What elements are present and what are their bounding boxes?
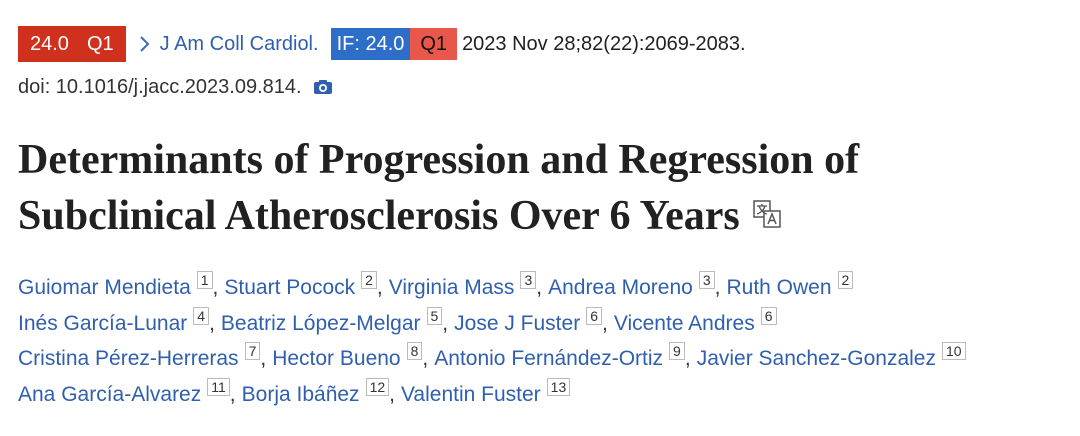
author-name[interactable]: Beatriz López-Melgar	[220, 311, 421, 335]
author-name[interactable]: Borja Ibáñez	[241, 382, 360, 406]
author: Hector Bueno 8	[272, 342, 434, 370]
author: Guiomar Mendieta 1	[18, 271, 224, 299]
author-name[interactable]: Guiomar Mendieta	[18, 276, 191, 299]
quartile: Q1	[86, 32, 114, 55]
author-name[interactable]: Virginia Mass	[388, 276, 515, 299]
if-badge: IF: 24.0	[330, 28, 411, 60]
author-line: Cristina Pérez-Herreras 7 Hector Bueno 8 Ant…	[18, 341, 966, 377]
author: Inés García-Lunar 4	[18, 306, 221, 335]
author-line: Ana García-Alvarez 11 Borja Ibáñez 12 Valent…	[18, 377, 966, 413]
author: Javier Sanchez-Gonzalez 10	[696, 342, 966, 370]
affiliation[interactable]: 3	[520, 271, 537, 289]
affiliation[interactable]: 2	[361, 271, 377, 289]
author-name[interactable]: Ana García-Alvarez	[18, 382, 202, 406]
author: Stuart Pocock 2	[224, 271, 389, 299]
author: Valentin Fuster 13	[400, 377, 571, 406]
affiliation[interactable]: 10	[941, 342, 966, 360]
translate-icon[interactable]	[752, 199, 784, 231]
author: Jose J Fuster 6	[454, 306, 614, 335]
article-title: Determinants of Progression and Regressi…	[18, 132, 859, 244]
author: Ruth Owen 2	[726, 271, 854, 299]
header-row: 24.0 Q1 J Am Coll Cardiol. IF: 24.0 Q1 2…	[18, 26, 746, 62]
affiliation[interactable]: 13	[546, 377, 571, 396]
author-name[interactable]: Valentin Fuster	[400, 382, 541, 406]
author: Ana García-Alvarez 11	[18, 377, 242, 406]
author-name[interactable]: Inés García-Lunar	[18, 311, 188, 335]
author-list: Guiomar Mendieta 1 Stuart Pocock 2 Virginia …	[18, 270, 966, 412]
affiliation[interactable]: 9	[669, 342, 685, 360]
author-name[interactable]: Ruth Owen	[726, 276, 832, 299]
citation: 2023 Nov 28;82(22):2069-2083.	[462, 32, 746, 55]
affiliation[interactable]: 5	[426, 306, 443, 325]
doi-row: doi: 10.1016/j.jacc.2023.09.814.	[18, 72, 334, 102]
doi: doi: 10.1016/j.jacc.2023.09.814.	[18, 75, 302, 98]
author-name[interactable]: Vicente Andres	[613, 311, 755, 335]
affiliation[interactable]: 6	[586, 306, 602, 325]
author-name[interactable]: Andrea Moreno	[548, 276, 693, 299]
author-line: Inés García-Lunar 4 Beatriz López-Melgar 5J…	[18, 306, 966, 342]
author: Virginia Mass 3	[388, 271, 548, 299]
author: Borja Ibáñez 12	[241, 377, 401, 406]
affiliation[interactable]: 3	[698, 271, 715, 289]
author: Vicente Andres 6	[613, 306, 777, 335]
affiliation[interactable]: 6	[760, 306, 777, 325]
impact: 24.0	[30, 32, 69, 55]
affiliation[interactable]: 12	[365, 377, 390, 396]
affiliation[interactable]: 11	[207, 377, 230, 396]
author-name[interactable]: Cristina Pérez-Herreras	[18, 347, 239, 370]
affiliation[interactable]: 7	[244, 342, 261, 360]
author-line: Guiomar Mendieta 1 Stuart Pocock 2 Virginia …	[18, 270, 966, 306]
author-name[interactable]: Hector Bueno	[272, 347, 401, 370]
author: Beatriz López-Melgar 5	[220, 306, 454, 335]
author-name[interactable]: Stuart Pocock	[224, 276, 356, 299]
affiliation[interactable]: 1	[196, 271, 213, 289]
affiliation[interactable]: 2	[837, 271, 854, 289]
affiliation[interactable]: 4	[193, 306, 210, 325]
author: Andrea Moreno 3	[548, 271, 726, 299]
journal-badge: 24.0 Q1	[18, 26, 126, 62]
if-quartile: Q1	[410, 28, 458, 60]
author: Antonio Fernández-Ortiz 9	[434, 342, 697, 370]
title-line: Determinants of Progression and Regressi…	[18, 137, 860, 183]
author: Cristina Pérez-Herreras 7	[18, 342, 272, 370]
author-name[interactable]: Javier Sanchez-Gonzalez	[696, 347, 936, 370]
journal-link[interactable]: J Am Coll Cardiol.	[159, 32, 319, 55]
chevron-icon	[139, 36, 150, 52]
title-line: Subclinical Atherosclerosis Over 6 Years	[18, 188, 859, 244]
affiliation[interactable]: 8	[406, 342, 423, 360]
author-name[interactable]: Jose J Fuster	[454, 311, 581, 335]
camera-icon[interactable]	[312, 78, 334, 96]
author-name[interactable]: Antonio Fernández-Ortiz	[434, 347, 664, 370]
